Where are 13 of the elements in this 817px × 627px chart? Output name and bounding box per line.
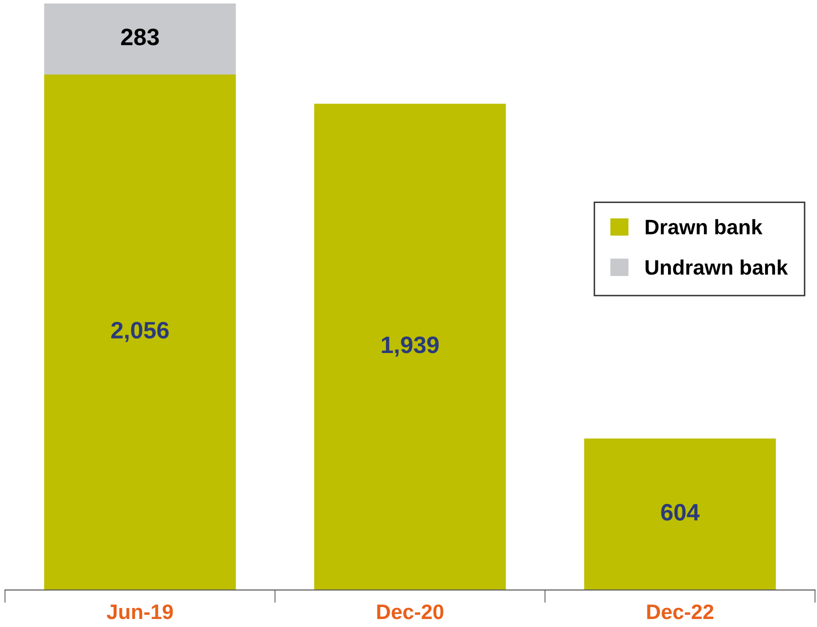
x-tick-label: Jun-19 [106, 604, 173, 620]
x-tick-label: Dec-22 [647, 604, 714, 620]
legend-label: Drawn bank [646, 219, 762, 234]
data-label: 604 [661, 504, 700, 521]
bar [44, 4, 236, 74]
data-label: 2,056 [111, 322, 169, 342]
data-label: 1,939 [382, 336, 439, 357]
bar [44, 74, 236, 590]
data-label: 283 [121, 28, 159, 46]
bar [584, 438, 776, 590]
x-tick-label: Dec-20 [377, 604, 444, 620]
bar [314, 104, 506, 590]
legend-label: Undrawn bank [646, 259, 788, 275]
